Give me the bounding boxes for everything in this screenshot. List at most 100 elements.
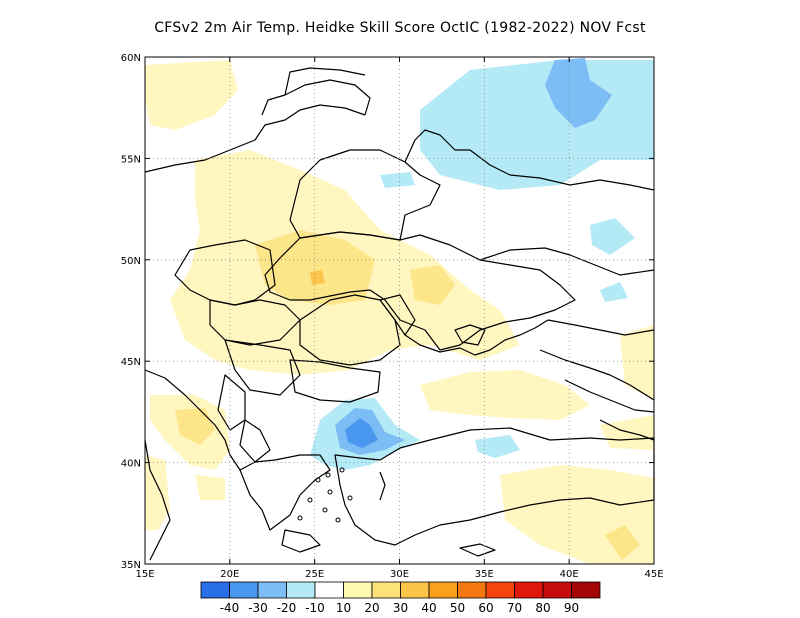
skill-region-light-blue: [380, 172, 415, 188]
border-line: [599, 419, 655, 441]
skill-score-fills: [145, 58, 654, 564]
border-line: [459, 543, 496, 557]
border-line: [454, 324, 486, 346]
colorbar-label: 70: [507, 601, 522, 615]
border-line: [469, 149, 655, 191]
colorbar-swatch: [571, 581, 601, 599]
skill-region-yellow: [255, 230, 375, 305]
border-line: [261, 79, 371, 116]
skill-region-yellow: [175, 408, 215, 445]
border-line: [239, 419, 271, 463]
colorbar-label: -40: [220, 601, 240, 615]
border-line: [289, 149, 441, 241]
colorbar-label: -30: [248, 601, 268, 615]
border-line: [281, 529, 321, 553]
border-line: [379, 294, 416, 336]
skill-region-yellow: [410, 265, 455, 305]
axis-ticks: 15E 20E 25E 30E 35E 40E 45E 35N 40N 45N 50N 55N 60N: [121, 53, 664, 580]
border-line: [174, 239, 276, 306]
colorbar-label: 30: [393, 601, 408, 615]
island-outline: [322, 507, 328, 513]
colorbar-label: 50: [450, 601, 465, 615]
skill-region-light-yellow: [600, 415, 654, 450]
skill-region-light-blue: [600, 282, 628, 302]
colorbar-swatch: [514, 581, 544, 599]
island-outline: [335, 517, 341, 523]
border-line: [224, 339, 301, 396]
chart-title: CFSv2 2m Air Temp. Heidke Skill Score Oc…: [154, 20, 646, 36]
border-line: [284, 67, 366, 96]
skill-region-blue: [545, 58, 612, 128]
colorbar-swatch: [371, 581, 401, 599]
country-borders: [144, 67, 655, 561]
island-outline: [327, 489, 333, 495]
skill-region-light-blue: [475, 435, 520, 458]
y-tick-label: 50N: [121, 256, 141, 267]
border-line: [289, 359, 381, 403]
colorbar-swatch: [428, 581, 458, 599]
island-outline: [307, 497, 313, 503]
border-line: [379, 471, 386, 501]
x-tick-label: 40E: [560, 569, 579, 580]
x-tick-label: 20E: [220, 569, 239, 580]
skill-region-light-yellow: [195, 475, 225, 500]
border-line: [404, 129, 470, 163]
colorbar-label: 90: [564, 601, 579, 615]
island-outline: [297, 515, 303, 521]
colorbar-swatch: [457, 581, 487, 599]
border-line: [144, 104, 366, 173]
y-tick-label: 55N: [121, 154, 141, 165]
x-tick-label: 30E: [390, 569, 409, 580]
y-tick-label: 40N: [121, 459, 141, 470]
border-line: [404, 319, 549, 356]
border-line: [239, 454, 331, 531]
colorbar-label: 20: [364, 601, 379, 615]
skill-region-light-blue: [420, 60, 654, 190]
border-line: [539, 349, 655, 401]
skill-region-light-yellow: [620, 325, 654, 400]
skill-region-yellow: [605, 525, 640, 560]
y-tick-label: 60N: [121, 53, 141, 64]
colorbar-swatch: [485, 581, 515, 599]
skill-region-light-yellow: [420, 370, 590, 420]
island-outline: [339, 467, 345, 473]
x-tick-label: 35E: [475, 569, 494, 580]
colorbar-swatch: [229, 581, 259, 599]
skill-region-light-blue: [590, 218, 635, 255]
border-line: [144, 369, 241, 471]
lat-lon-gridlines: [145, 57, 654, 564]
colorbar-label: 10: [336, 601, 351, 615]
colorbar-swatch: [314, 581, 344, 599]
colorbar: -40 -30 -20 -10 10 20 30 40 50 60 70 80 90: [200, 581, 601, 615]
colorbar-swatch: [257, 581, 287, 599]
x-tick-label: 15E: [135, 569, 154, 580]
skill-region-orange: [310, 270, 325, 285]
border-line: [299, 294, 401, 366]
colorbar-label: 60: [478, 601, 493, 615]
colorbar-label: -10: [305, 601, 325, 615]
y-tick-label: 35N: [121, 560, 141, 571]
border-line: [209, 299, 301, 346]
border-line: [217, 374, 246, 431]
colorbar-swatch: [286, 581, 316, 599]
colorbar-label: 80: [535, 601, 550, 615]
island-outline: [325, 472, 331, 478]
border-line: [479, 247, 655, 276]
x-tick-label: 45E: [644, 569, 663, 580]
colorbar-swatch: [200, 581, 230, 599]
colorbar-swatch: [400, 581, 430, 599]
island-outline: [347, 495, 353, 501]
colorbar-label: 40: [421, 601, 436, 615]
y-tick-label: 45N: [121, 357, 141, 368]
colorbar-swatch: [343, 581, 373, 599]
border-line: [547, 319, 655, 336]
skill-region-light-yellow: [145, 455, 170, 530]
colorbar-swatch: [542, 581, 572, 599]
border-line: [264, 231, 576, 351]
border-line: [564, 379, 655, 413]
skill-region-dark-blue: [345, 418, 378, 448]
colorbar-label: -20: [277, 601, 297, 615]
border-line: [334, 427, 655, 546]
island-outline: [315, 477, 321, 483]
